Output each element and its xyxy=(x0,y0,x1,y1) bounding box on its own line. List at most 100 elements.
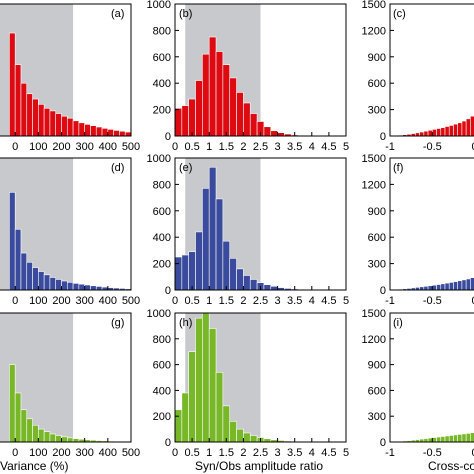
xlabel-amplitude-ratio: Syn/Obs amplitude ratio xyxy=(195,459,323,473)
histogram-bar xyxy=(174,409,183,443)
y-tick-label: 900 xyxy=(368,206,386,218)
histogram-bar xyxy=(461,120,467,137)
plot-frame xyxy=(389,3,474,137)
x-tick-label: 0 xyxy=(172,141,178,153)
panel-g: 0 100 200 300 400 500 (g) xyxy=(0,312,140,459)
histogram-bar xyxy=(20,82,28,137)
y-tick-label: 1200 xyxy=(362,25,386,37)
histogram-bar xyxy=(202,188,210,291)
x-tick-label: 0 xyxy=(472,295,474,307)
y-tick-label: 300 xyxy=(368,105,386,117)
x-tick-label: 2.5 xyxy=(253,141,268,153)
histogram-bar xyxy=(61,436,68,443)
x-tick-label: -0.5 xyxy=(423,447,442,459)
x-tick-label: 400 xyxy=(99,447,117,459)
panel-i: 0 300 600 900 1200 1500 -1 -0.5 0 (i) xyxy=(362,308,474,459)
histogram-bar xyxy=(236,428,244,443)
x-tick-label: 5 xyxy=(343,295,349,307)
x-tick-label: 0.5 xyxy=(184,295,199,307)
y-tick-label: 800 xyxy=(153,334,171,346)
histogram-bar xyxy=(419,131,425,137)
histogram-bar xyxy=(243,432,251,443)
histogram-bar xyxy=(465,433,471,443)
histogram-bar xyxy=(457,122,463,137)
histogram-bar xyxy=(470,432,474,443)
histogram-bar xyxy=(43,274,51,291)
x-tick-label: 0 xyxy=(12,295,18,307)
histogram-bar xyxy=(84,124,91,137)
y-tick-label: 900 xyxy=(368,52,386,64)
histogram-bar xyxy=(14,228,22,291)
histogram-bar xyxy=(215,198,224,291)
x-tick-label: 2 xyxy=(240,295,246,307)
histogram-bar xyxy=(453,123,458,137)
histogram-bar xyxy=(14,64,22,137)
histogram-bar xyxy=(181,392,189,443)
x-tick-label: 4.5 xyxy=(321,447,336,459)
histogram-bar xyxy=(95,286,103,291)
panel-a: 0 100 200 300 400 500 (a) xyxy=(0,3,140,153)
histogram-bar xyxy=(444,435,450,443)
x-tick-label: 200 xyxy=(52,141,70,153)
histogram-bar xyxy=(249,279,258,291)
x-tick-label: -1 xyxy=(385,295,395,307)
x-tick-label: -1 xyxy=(385,141,395,153)
x-tick-label: 2.5 xyxy=(253,295,268,307)
histogram-bar xyxy=(55,113,62,137)
histogram-bar xyxy=(448,125,454,137)
histogram-bar xyxy=(38,104,45,137)
histogram-bar xyxy=(61,280,68,291)
x-tick-label: -0.5 xyxy=(423,141,442,153)
histogram-bar xyxy=(32,267,39,291)
x-tick-label: 4 xyxy=(309,447,315,459)
panel-c: 0 300 600 900 1200 1500 -1 -0.5 0 (c) xyxy=(362,0,474,153)
histogram-bar xyxy=(208,166,217,291)
y-tick-label: 600 xyxy=(368,232,386,244)
x-tick-label: 300 xyxy=(75,447,93,459)
y-tick-label: 600 xyxy=(153,206,171,218)
panel-e: 0 200 400 600 800 1000 0 0.5 1 1.5 2 2.5 3 3.5 4 4.5 5 (e… xyxy=(147,153,350,307)
y-tick-label: 1500 xyxy=(362,0,386,11)
histogram-bar xyxy=(427,129,433,137)
x-tick-label: 200 xyxy=(52,447,70,459)
histogram-bar xyxy=(243,275,251,291)
histogram-bar xyxy=(457,434,463,443)
x-tick-label: 3.5 xyxy=(287,295,302,307)
y-tick-label: 800 xyxy=(153,25,171,37)
histogram-bar xyxy=(436,436,442,443)
histogram-bar xyxy=(38,271,45,291)
histogram-bar xyxy=(222,405,231,443)
histogram-bar xyxy=(188,251,196,291)
x-tick-label: 300 xyxy=(75,295,93,307)
x-tick-label: 2.5 xyxy=(253,447,268,459)
x-tick-label: 2 xyxy=(240,447,246,459)
histogram-bar xyxy=(107,129,114,137)
x-tick-label: 4.5 xyxy=(321,295,336,307)
histogram-bar xyxy=(432,284,437,291)
histogram-bar xyxy=(222,240,231,291)
histogram-bar xyxy=(427,437,433,443)
histogram-bar xyxy=(14,392,22,443)
histogram-bar xyxy=(436,284,442,291)
y-tick-label: 800 xyxy=(153,179,171,191)
histogram-bar xyxy=(78,283,85,291)
histogram-bar xyxy=(72,120,80,137)
y-tick-label: 1500 xyxy=(362,308,386,320)
histogram-bar xyxy=(72,283,80,291)
histogram-bar xyxy=(72,438,80,443)
x-tick-label: 3 xyxy=(275,141,281,153)
y-tick-label: 0 xyxy=(380,131,386,143)
y-tick-label: 1500 xyxy=(362,153,386,165)
x-tick-label: 100 xyxy=(29,141,47,153)
y-tick-label: 200 xyxy=(153,411,171,423)
y-tick-label: 0 xyxy=(165,437,171,449)
histogram-bar xyxy=(32,424,39,443)
histogram-bar xyxy=(66,117,74,137)
histogram-bar xyxy=(9,32,16,137)
x-tick-label: 1.5 xyxy=(219,141,234,153)
histogram-bar xyxy=(440,127,446,137)
x-tick-label: 2 xyxy=(240,141,246,153)
histogram-bar xyxy=(229,258,237,291)
histogram-bar xyxy=(444,282,450,291)
histogram-bar xyxy=(263,284,272,291)
